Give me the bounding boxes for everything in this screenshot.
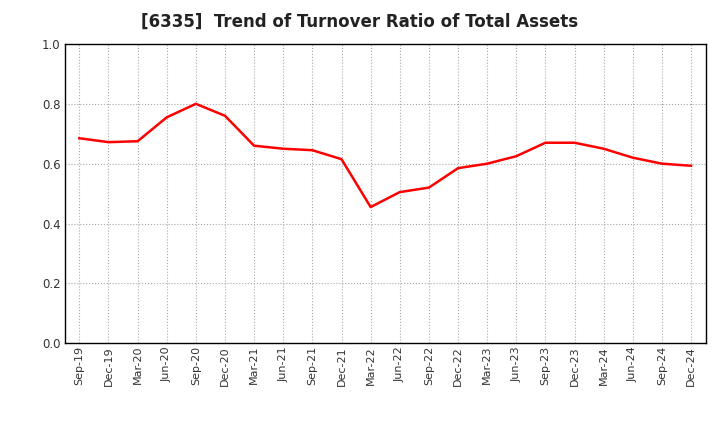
Text: [6335]  Trend of Turnover Ratio of Total Assets: [6335] Trend of Turnover Ratio of Total … (141, 13, 579, 31)
